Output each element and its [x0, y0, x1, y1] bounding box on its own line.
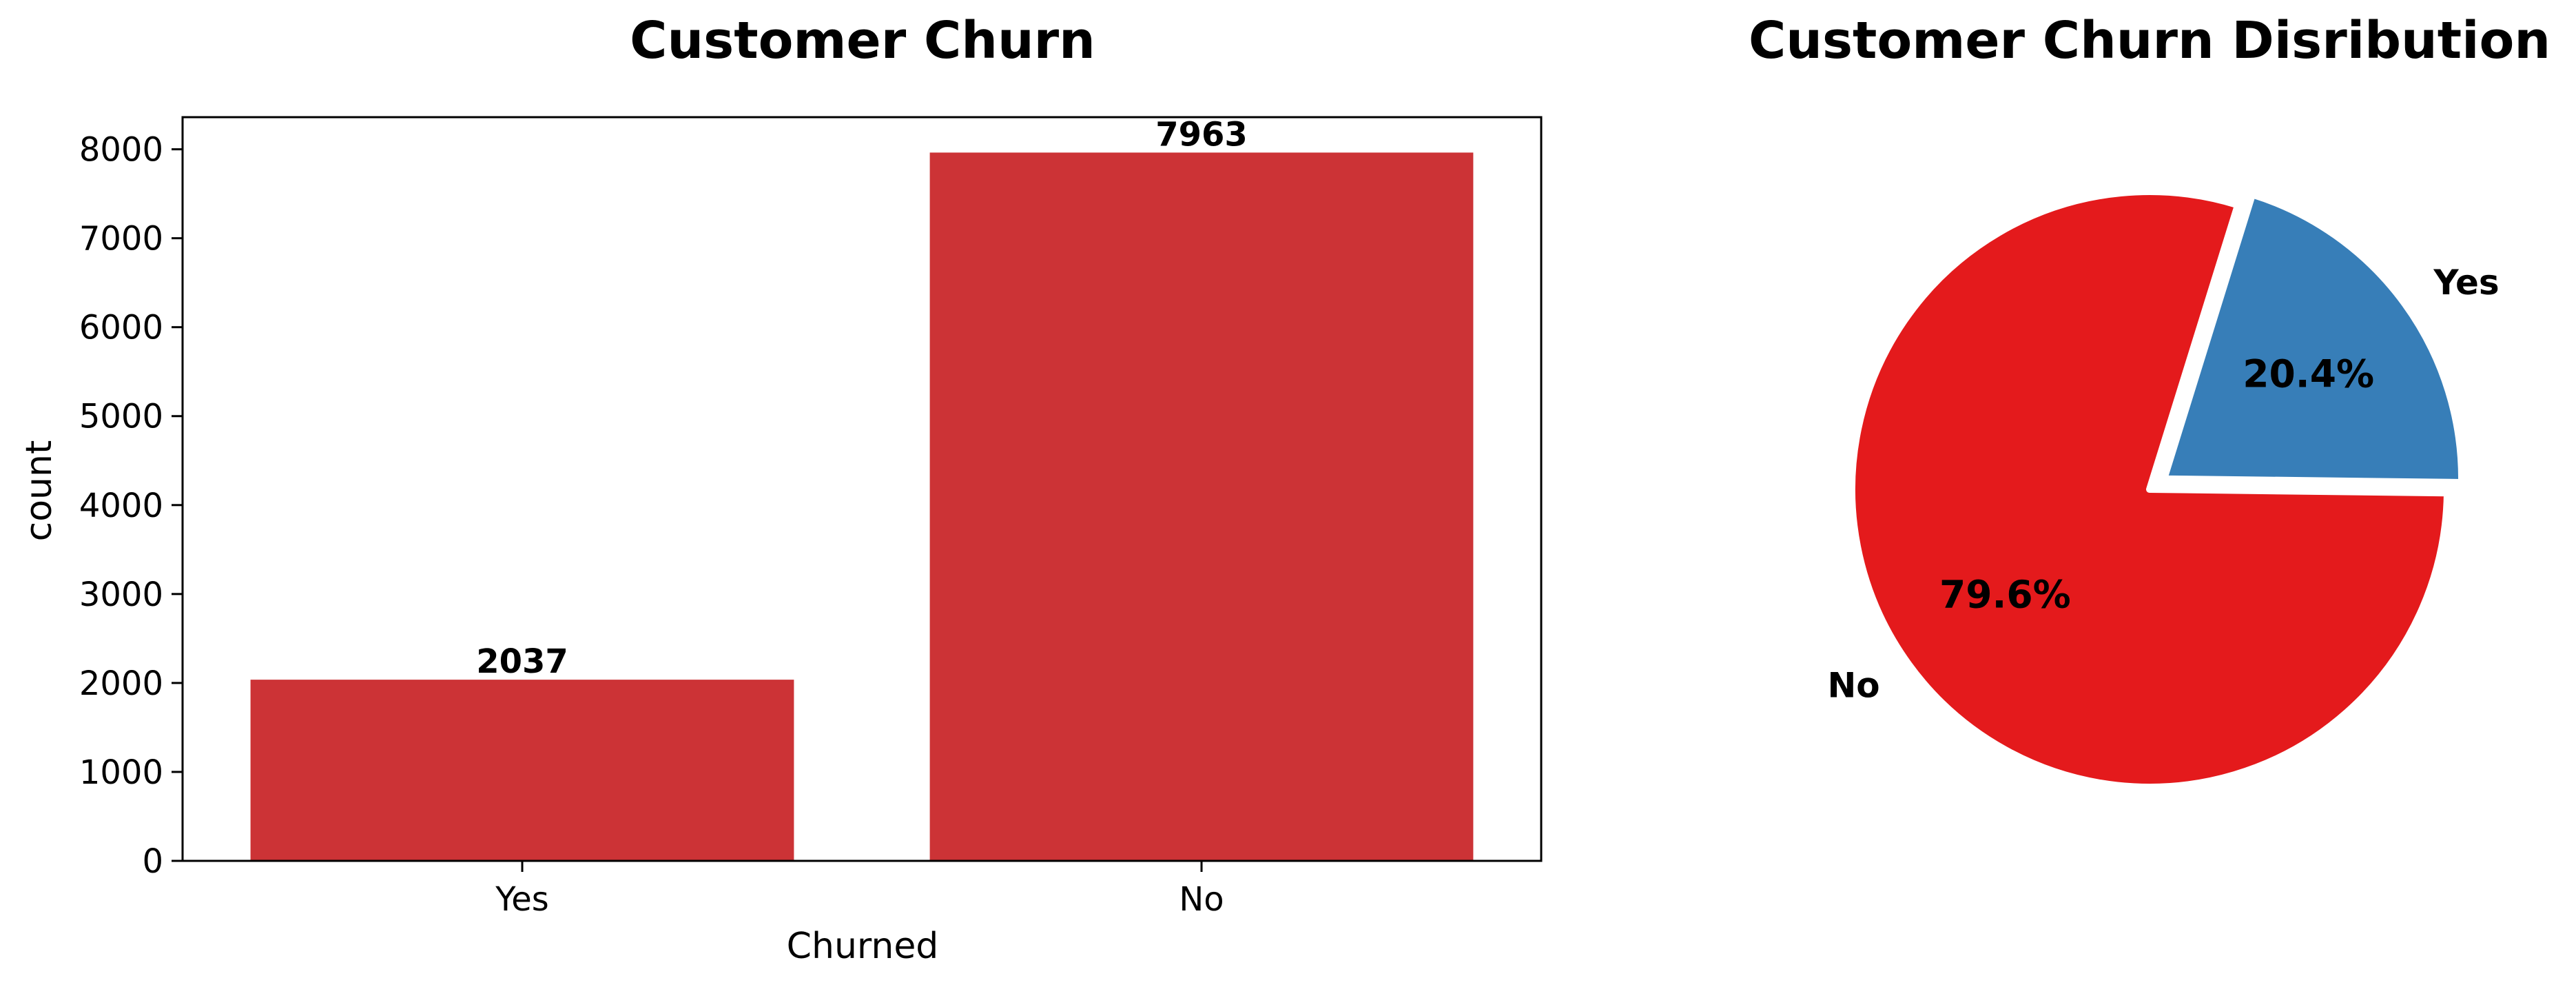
pie-percent-label: 20.4% — [2243, 352, 2374, 396]
y-tick-label: 4000 — [79, 487, 163, 525]
y-tick-label: 5000 — [79, 398, 163, 436]
x-axis-label: Churned — [787, 926, 939, 967]
y-axis-ticks: 0 1000 2000 3000 4000 5000 6000 7000 8000 — [79, 131, 183, 881]
y-tick-label: 1000 — [79, 753, 163, 792]
bar-no — [929, 152, 1474, 861]
y-tick-label: 6000 — [79, 309, 163, 347]
bar-chart: Customer Churn 0 1000 2000 3000 4000 5000 6000… — [19, 11, 1543, 967]
y-axis-label: count — [19, 440, 60, 542]
x-tick-label: No — [1179, 880, 1224, 919]
pie-slices: No 79.6% Yes 20.4% — [1827, 188, 2500, 791]
pie-percent-label: 79.6% — [1939, 572, 2071, 616]
x-axis-ticks: Yes No — [495, 861, 1224, 919]
bar-value-label: 2037 — [476, 642, 568, 681]
bar-yes — [250, 680, 794, 861]
pie-label: Yes — [2433, 263, 2499, 303]
bar-chart-title: Customer Churn — [630, 11, 1095, 70]
pie-slice-no — [1848, 188, 2451, 791]
y-tick-label: 7000 — [79, 220, 163, 258]
pie-chart-title: Customer Churn Disribution — [1749, 11, 2551, 70]
bars: 2037 7963 — [250, 115, 1474, 861]
y-tick-label: 8000 — [79, 131, 163, 170]
plot-frame — [181, 116, 1543, 862]
y-tick-label: 3000 — [79, 576, 163, 614]
bar-value-label: 7963 — [1155, 115, 1248, 154]
y-tick-label: 2000 — [79, 664, 163, 703]
pie-label: No — [1827, 666, 1879, 706]
y-tick-label: 0 — [142, 842, 163, 881]
pie-chart: Customer Churn Disribution No 79.6% Yes 20.… — [1749, 11, 2551, 791]
pie-slice-yes — [2161, 191, 2466, 486]
x-tick-label: Yes — [495, 880, 548, 919]
